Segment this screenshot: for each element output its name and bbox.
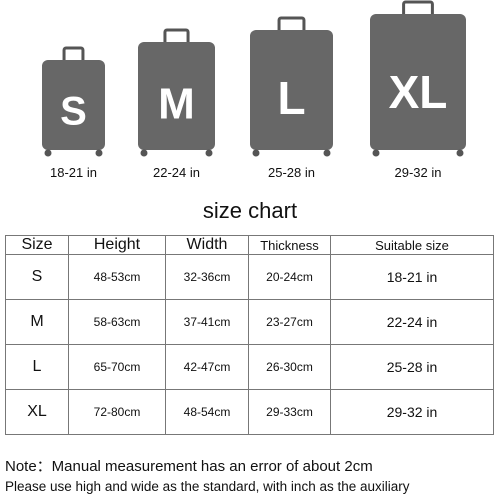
table-body: S 48-53cm 32-36cm 20-24cm 18-21 in M 58-63cm 37… xyxy=(5,254,494,435)
table-cell: S xyxy=(5,254,69,300)
suitcase-body xyxy=(138,42,215,150)
table-cell: 58-63cm xyxy=(68,299,166,345)
header-cell: Size xyxy=(5,235,69,255)
wheel xyxy=(140,149,148,157)
size-label: 22-24 in xyxy=(153,165,200,180)
size-letter: L xyxy=(277,72,305,124)
wheel xyxy=(323,149,331,157)
wheel xyxy=(372,149,380,157)
table-cell: 25-28 in xyxy=(330,344,494,390)
suitcase-body xyxy=(42,60,105,150)
table-header: Size Height Width Thickness Suitable size xyxy=(5,235,494,255)
header-cell: Width xyxy=(165,235,249,255)
table-cell: 20-24cm xyxy=(248,254,331,300)
table-cell: 29-33cm xyxy=(248,389,331,435)
suitcase-body xyxy=(250,30,333,150)
table-row: XL 72-80cm 48-54cm 29-33cm 29-32 in xyxy=(5,389,494,435)
wheel xyxy=(456,149,464,157)
size-label: 25-28 in xyxy=(268,165,315,180)
table-cell: 48-53cm xyxy=(68,254,166,300)
table-cell: 23-27cm xyxy=(248,299,331,345)
title: size chart xyxy=(202,198,298,223)
table-cell: L xyxy=(5,344,69,390)
table-cell: 32-36cm xyxy=(165,254,249,300)
header-cell: Thickness xyxy=(248,235,331,255)
handle xyxy=(402,0,434,18)
table-cell: XL xyxy=(5,389,69,435)
suitcase: M 22-24 in xyxy=(138,28,215,180)
wheel xyxy=(95,149,103,157)
table-cell: 22-24 in xyxy=(330,299,494,345)
table-cell: 65-70cm xyxy=(68,344,166,390)
handle xyxy=(62,46,85,64)
size-letter: M xyxy=(158,79,195,128)
table-cell: 29-32 in xyxy=(330,389,494,435)
wheel xyxy=(205,149,213,157)
size-label: 29-32 in xyxy=(395,165,442,180)
suitcase: L 25-28 in xyxy=(250,16,333,180)
wheel xyxy=(44,149,52,157)
suitcase-body xyxy=(370,14,466,150)
table-row: M 58-63cm 37-41cm 23-27cm 22-24 in xyxy=(5,299,494,345)
table-cell: 72-80cm xyxy=(68,389,166,435)
table-row: S 48-53cm 32-36cm 20-24cm 18-21 in xyxy=(5,254,494,300)
header-cell: Height xyxy=(68,235,166,255)
table-cell: 42-47cm xyxy=(165,344,249,390)
table-cell: M xyxy=(5,299,69,345)
table-cell: 18-21 in xyxy=(330,254,494,300)
suitcase: S 18-21 in xyxy=(42,46,105,180)
size-letter: XL xyxy=(389,66,448,118)
table-row: L 65-70cm 42-47cm 26-30cm 25-28 in xyxy=(5,344,494,390)
size-letter: S xyxy=(60,90,87,134)
size-label: 18-21 in xyxy=(50,165,97,180)
handle xyxy=(277,16,306,34)
suitcase: XL 29-32 in xyxy=(370,0,466,180)
table-cell: 26-30cm xyxy=(248,344,331,390)
table-cell: 48-54cm xyxy=(165,389,249,435)
header-cell: Suitable size xyxy=(330,235,494,255)
suitcase-illustrations: S 18-21 in M 22-24 in L 25-28 in XL 29-32 in xyxy=(42,0,466,180)
handle xyxy=(163,28,190,46)
note: Note：Manual measurement has an error of … xyxy=(5,458,373,475)
table-cell: 37-41cm xyxy=(165,299,249,345)
note: Please use high and wide as the standard… xyxy=(5,479,410,494)
wheel xyxy=(252,149,260,157)
